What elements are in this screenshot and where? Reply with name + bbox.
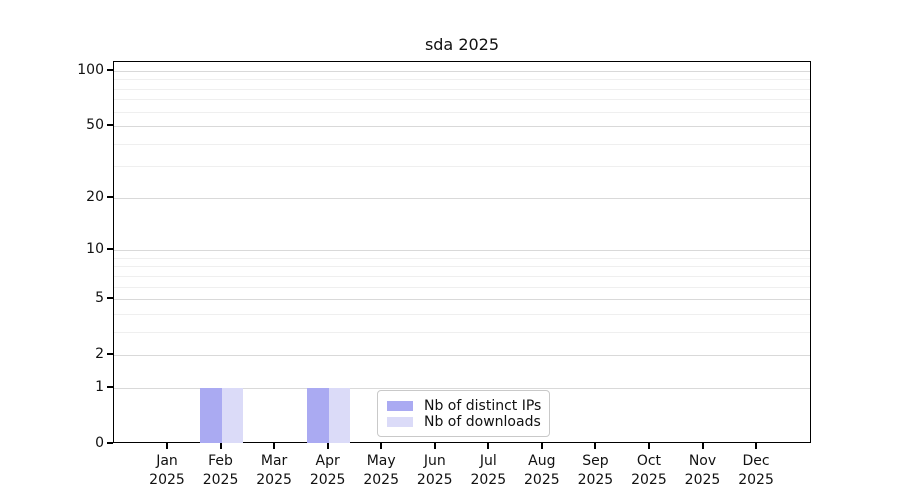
x-tick-mark <box>219 443 222 449</box>
x-tick-mark <box>433 443 436 449</box>
minor-gridline <box>114 166 810 168</box>
x-tick-label: May 2025 <box>363 453 399 488</box>
y-tick-mark <box>107 297 113 300</box>
x-tick-mark <box>701 443 704 449</box>
x-tick-mark <box>273 443 276 449</box>
x-tick-mark <box>594 443 597 449</box>
x-tick-label: Jul 2025 <box>470 453 507 488</box>
bar-distinct-ips <box>307 387 329 443</box>
x-tick-label: Dec 2025 <box>738 453 774 488</box>
chart-title: sda 2025 <box>424 35 500 54</box>
y-tick-mark <box>107 248 113 251</box>
legend-label: Nb of downloads <box>424 414 541 430</box>
major-gridline <box>114 355 810 357</box>
y-tick-label: 0 <box>95 435 104 451</box>
y-tick-label: 20 <box>86 188 104 205</box>
y-tick-label: 1 <box>95 378 104 395</box>
bar-distinct-ips <box>200 387 222 443</box>
minor-gridline <box>114 331 810 333</box>
major-gridline <box>114 250 810 252</box>
x-tick-mark <box>647 443 650 449</box>
plot-area <box>113 61 811 443</box>
x-tick-label: Jan 2025 <box>149 453 185 488</box>
legend: Nb of distinct IPs Nb of downloads <box>377 390 550 437</box>
minor-gridline <box>114 111 810 113</box>
x-tick-label: Sep 2025 <box>577 453 614 488</box>
x-tick-label: Aug 2025 <box>524 453 560 488</box>
y-tick-mark <box>107 442 113 444</box>
major-gridline <box>114 387 810 389</box>
minor-gridline <box>114 275 810 277</box>
major-gridline <box>114 299 810 301</box>
legend-item: Nb of downloads <box>387 414 541 430</box>
bar-downloads <box>221 387 244 443</box>
minor-gridline <box>114 99 810 101</box>
minor-gridline <box>114 266 810 268</box>
major-gridline <box>114 197 810 199</box>
legend-item: Nb of distinct IPs <box>387 398 542 414</box>
minor-gridline <box>114 257 810 259</box>
legend-swatch-downloads <box>387 417 413 427</box>
x-tick-mark <box>540 443 543 449</box>
x-tick-mark <box>326 443 329 449</box>
y-tick-mark <box>107 68 113 71</box>
y-tick-mark <box>107 195 113 198</box>
y-tick-label: 2 <box>95 346 104 363</box>
x-tick-label: Mar 2025 <box>256 453 292 488</box>
minor-gridline <box>114 143 810 145</box>
y-tick-mark <box>107 124 113 127</box>
x-tick-label: Jun 2025 <box>416 453 453 488</box>
y-tick-label: 100 <box>77 61 104 78</box>
y-tick-mark <box>107 385 113 388</box>
y-tick-mark <box>107 353 113 356</box>
major-gridline <box>114 126 810 128</box>
minor-gridline <box>114 286 810 288</box>
y-tick-label: 50 <box>86 117 104 134</box>
x-tick-mark <box>755 443 758 449</box>
x-tick-mark <box>166 443 168 449</box>
legend-label: Nb of distinct IPs <box>424 398 542 414</box>
legend-swatch-distinct-ips <box>387 401 413 411</box>
x-tick-label: Apr 2025 <box>309 453 346 488</box>
x-tick-mark <box>380 443 383 449</box>
minor-gridline <box>114 79 810 81</box>
x-tick-label: Oct 2025 <box>631 453 667 488</box>
y-tick-label: 5 <box>95 290 104 307</box>
x-tick-mark <box>487 443 490 449</box>
bar-downloads <box>328 387 351 443</box>
x-tick-label: Feb 2025 <box>202 453 239 488</box>
x-tick-label: Nov 2025 <box>684 453 721 488</box>
major-gridline <box>114 70 810 72</box>
y-tick-label: 10 <box>86 241 104 258</box>
minor-gridline <box>114 313 810 315</box>
minor-gridline <box>114 88 810 90</box>
